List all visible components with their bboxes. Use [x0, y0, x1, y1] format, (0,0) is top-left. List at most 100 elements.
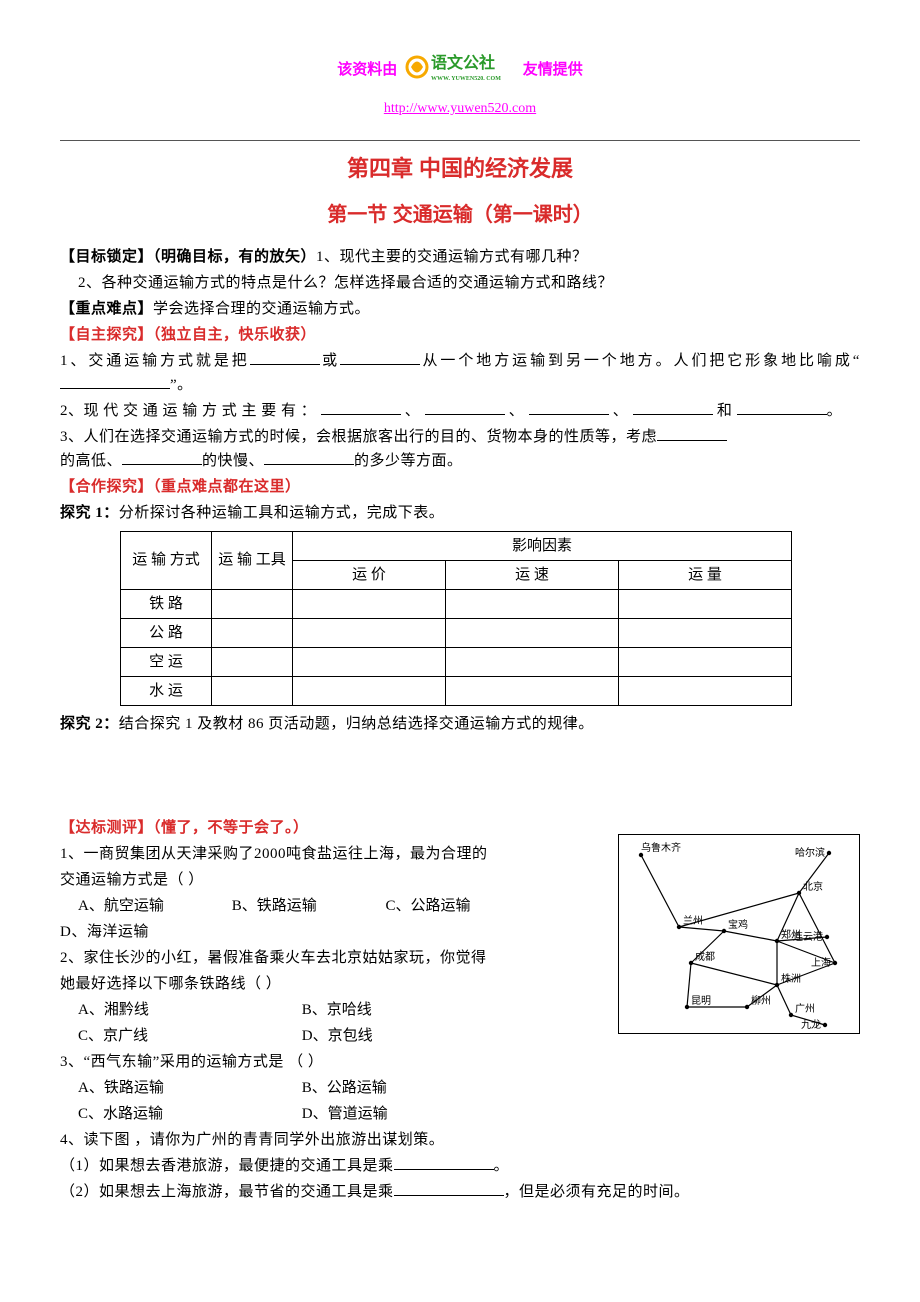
- q4-2a: （2）如果想去上海旅游，最节省的交通工具是乘: [60, 1184, 394, 1200]
- keypoints-text: 学会选择合理的交通运输方式。: [153, 301, 370, 317]
- opt: B、铁路运输: [232, 894, 382, 918]
- td: [293, 589, 446, 618]
- opt: C、京广线: [78, 1024, 298, 1048]
- sep: 、: [509, 403, 525, 419]
- blank: [122, 464, 202, 465]
- td: [212, 647, 293, 676]
- coop-t1: 探究 1：分析探讨各种运输工具和运输方式，完成下表。: [60, 501, 860, 525]
- goals-item2: 2、各种交通运输方式的特点是什么？怎样选择最合适的交通运输方式和路线？: [60, 271, 860, 295]
- svg-text:上海: 上海: [811, 956, 831, 969]
- ss-q3d: 的多少等方面。: [354, 453, 463, 469]
- blank: [425, 414, 505, 415]
- q3-opts-row1: A、铁路运输 B、公路运输: [78, 1076, 860, 1100]
- quiz-q4-1: （1）如果想去香港旅游，最便捷的交通工具是乘。: [60, 1154, 860, 1178]
- blank: [264, 464, 354, 465]
- svg-text:兰州: 兰州: [683, 914, 703, 927]
- td: [212, 676, 293, 705]
- svg-text:乌鲁木齐: 乌鲁木齐: [641, 841, 681, 854]
- td: [293, 676, 446, 705]
- th-price: 运 价: [293, 560, 446, 589]
- td-mode: 水 运: [121, 676, 212, 705]
- q1-opt-d: D、海洋运输: [60, 920, 590, 944]
- table-row: 铁 路: [121, 589, 792, 618]
- goals-line1: 【目标锁定】（明确目标，有的放矢）1、现代主要的交通运输方式有哪几种？: [60, 245, 860, 269]
- quiz-q4-2: （2）如果想去上海旅游，最节省的交通工具是乘 ，但是必须有充足的时间。: [60, 1180, 860, 1204]
- th-mode: 运 输 方式: [121, 531, 212, 589]
- td: [212, 618, 293, 647]
- header-suffix: 友情提供: [523, 62, 583, 78]
- opt: A、湘黔线: [78, 998, 298, 1022]
- td: [619, 589, 792, 618]
- blank: [394, 1195, 504, 1196]
- railway-map: 乌鲁木齐哈尔滨北京兰州宝鸡郑州连云港上海成都株洲昆明柳州广州九龙: [618, 834, 860, 1034]
- td: [293, 647, 446, 676]
- opt: C、公路运输: [386, 894, 506, 918]
- blank: [529, 414, 609, 415]
- quiz-block: 【达标测评】（懂了，不等于会了。） 乌鲁木齐哈尔滨北京兰州宝鸡郑州连云港上海成都…: [60, 816, 860, 1204]
- blank: [60, 388, 170, 389]
- page-root: 该资料由 语文公社 WWW. YUWEN520. COM 友情提供 http:/…: [0, 0, 920, 1302]
- goals-item1: 1、现代主要的交通运输方式有哪几种？: [316, 249, 588, 265]
- coop-t2-label: 探究 2：: [60, 716, 119, 732]
- opt: A、铁路运输: [78, 1076, 298, 1100]
- quiz-q2a: 2、家住长沙的小红，暑假准备乘火车去北京姑姑家玩，你觉得: [60, 946, 590, 970]
- opt: C、水路运输: [78, 1102, 298, 1126]
- header-prefix: 该资料由: [337, 62, 397, 78]
- th-speed: 运 速: [446, 560, 619, 589]
- svg-text:九龙: 九龙: [801, 1018, 821, 1031]
- ss-q2a: 2、现 代 交 通 运 输 方 式 主 要 有 ：: [60, 403, 316, 419]
- q4-1a: （1）如果想去香港旅游，最便捷的交通工具是乘: [60, 1158, 394, 1174]
- q1-opts: A、航空运输 B、铁路运输 C、公路运输: [78, 894, 590, 918]
- blank: [340, 364, 420, 365]
- section-title: 第一节 交通运输（第一课时）: [60, 199, 860, 231]
- ss-q1a: 1、交通运输方式就是把: [60, 353, 250, 369]
- th-tool: 运 输 工具: [212, 531, 293, 589]
- td: [446, 647, 619, 676]
- td-mode: 公 路: [121, 618, 212, 647]
- ss-q2end: 。: [827, 403, 843, 419]
- header-text: 该资料由 语文公社 WWW. YUWEN520. COM 友情提供: [337, 62, 583, 78]
- coop-t1-label: 探究 1：: [60, 505, 119, 521]
- td: [619, 676, 792, 705]
- site-logo: 语文公社 WWW. YUWEN520. COM: [405, 50, 515, 92]
- q2-opts-row2: C、京广线 D、京包线: [78, 1024, 590, 1048]
- logo-brand-text: 语文公社: [431, 53, 495, 72]
- opt: D、京包线: [302, 1024, 522, 1048]
- blank: [321, 414, 401, 415]
- svg-text:宝鸡: 宝鸡: [728, 918, 748, 931]
- table-row: 水 运: [121, 676, 792, 705]
- selfstudy-q1: 1、交通运输方式就是把或从一个地方运输到另一个地方。人们把它形象地比喻成“”。: [60, 349, 860, 397]
- td: [293, 618, 446, 647]
- selfstudy-q2: 2、现 代 交 通 运 输 方 式 主 要 有 ： 、 、 、 和 。: [60, 399, 860, 423]
- td: [446, 676, 619, 705]
- svg-text:柳州: 柳州: [751, 994, 771, 1007]
- td-mode: 空 运: [121, 647, 212, 676]
- quiz-q1a: 1、一商贸集团从天津采购了2000吨食盐运往上海，最为合理的: [60, 842, 590, 866]
- td: [446, 589, 619, 618]
- chapter-title: 第四章 中国的经济发展: [60, 151, 860, 186]
- logo-svg: 语文公社 WWW. YUWEN520. COM: [405, 50, 515, 84]
- svg-text:成都: 成都: [695, 951, 715, 963]
- td-mode: 铁 路: [121, 589, 212, 618]
- coop-label: 【合作探究】（重点难点都在这里）: [60, 475, 860, 499]
- blank: [394, 1169, 494, 1170]
- source-link[interactable]: http://www.yuwen520.com: [60, 98, 860, 120]
- q4-2b: ，但是必须有充足的时间。: [504, 1184, 690, 1200]
- spacer: [60, 738, 860, 788]
- selfstudy-label: 【自主探究】（独立自主，快乐收获）: [60, 323, 860, 347]
- ss-q1b: 或: [320, 353, 340, 369]
- sep: 、: [405, 403, 421, 419]
- header-divider: [60, 140, 860, 141]
- svg-text:广州: 广州: [795, 1003, 815, 1015]
- svg-text:北京: 北京: [803, 880, 823, 893]
- ss-q3a: 3、人们在选择交通运输方式的时候，会根据旅客出行的目的、货物本身的性质等，考虑: [60, 429, 657, 445]
- goals-label: 【目标锁定】（明确目标，有的放矢）: [60, 249, 316, 265]
- map-svg: 乌鲁木齐哈尔滨北京兰州宝鸡郑州连云港上海成都株洲昆明柳州广州九龙: [619, 835, 859, 1033]
- svg-text:株洲: 株洲: [781, 972, 801, 985]
- td: [446, 618, 619, 647]
- table-header-row1: 运 输 方式 运 输 工具 影响因素: [121, 531, 792, 560]
- th-factor: 影响因素: [293, 531, 792, 560]
- quiz-q3: 3、“西气东输”采用的运输方式是 （ ）: [60, 1050, 860, 1074]
- svg-text:哈尔滨: 哈尔滨: [795, 846, 825, 859]
- coop-t1-text: 分析探讨各种运输工具和运输方式，完成下表。: [119, 505, 445, 521]
